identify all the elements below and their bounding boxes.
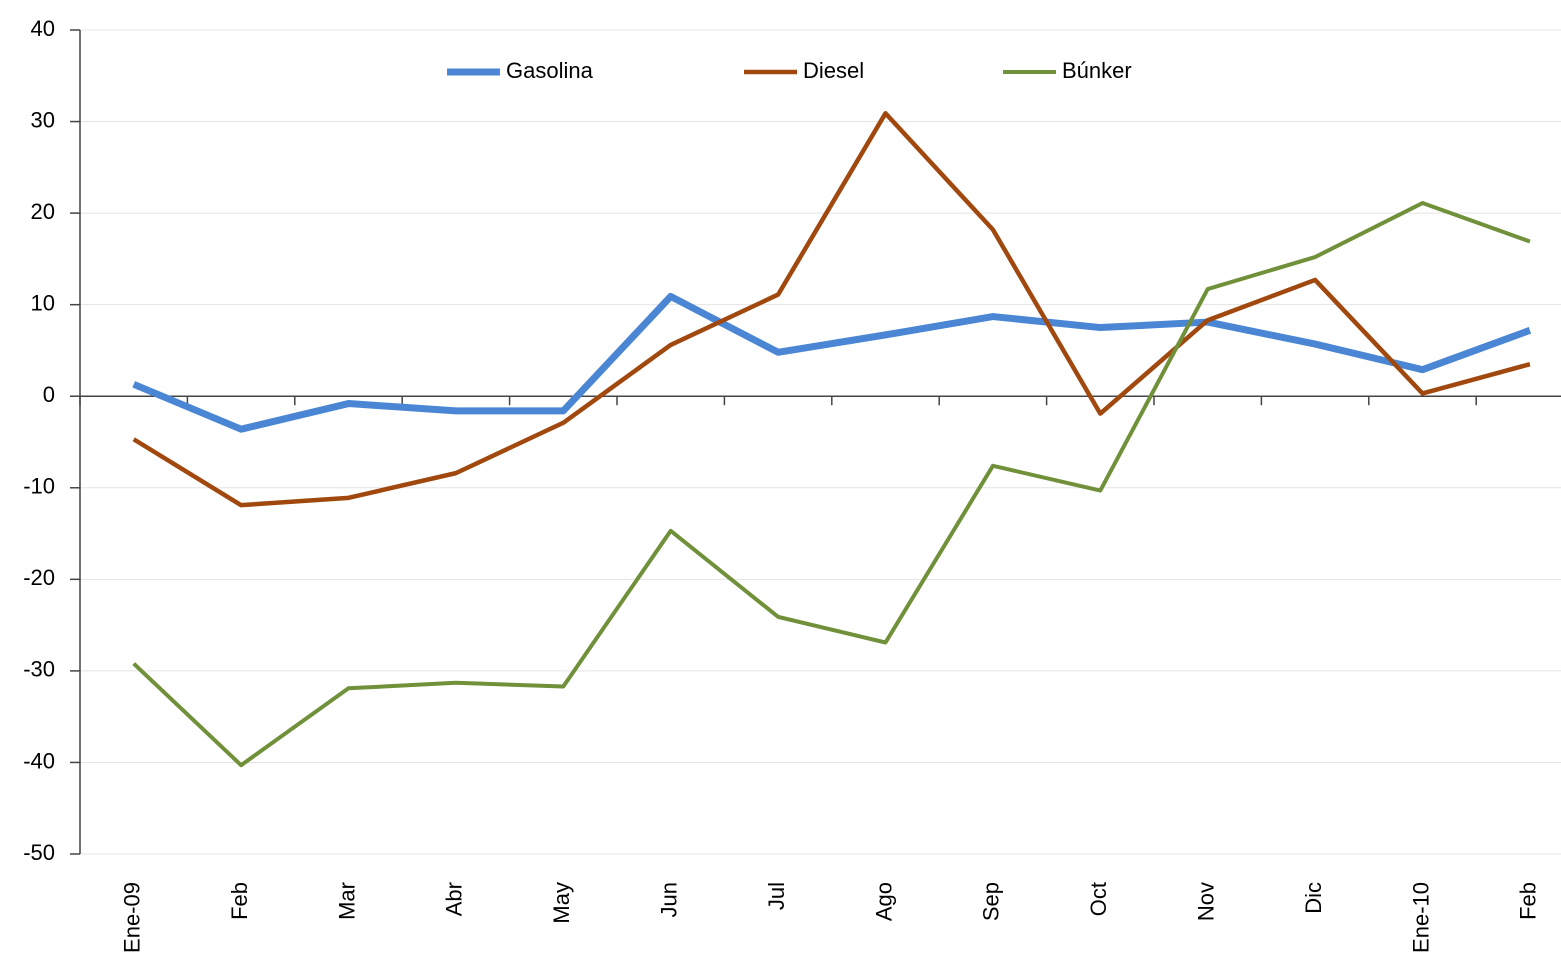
x-tick-label: Oct (1086, 882, 1111, 916)
legend-label: Búnker (1062, 58, 1132, 83)
x-tick-label: Feb (227, 882, 252, 920)
y-tick-label: -40 (23, 748, 55, 773)
x-tick-label: Ene-10 (1408, 882, 1433, 953)
series-line (132, 292, 1532, 433)
legend-label: Gasolina (506, 58, 594, 83)
x-tick-label: Abr (442, 882, 467, 916)
x-tick-label: Ene-09 (120, 882, 145, 953)
y-tick-label: -50 (23, 840, 55, 865)
x-tick-label: Feb (1516, 882, 1541, 920)
x-tick-label: Mar (334, 882, 359, 920)
series-line (132, 111, 1531, 508)
x-tick-label: Jun (657, 882, 682, 917)
y-tick-label: -20 (23, 565, 55, 590)
series-line (132, 201, 1531, 768)
legend-label: Diesel (803, 58, 864, 83)
y-tick-label: 0 (43, 382, 55, 407)
y-tick-label: 40 (31, 16, 55, 41)
x-tick-label: Ago (871, 882, 896, 921)
x-tick-label: May (549, 882, 574, 924)
y-tick-label: 30 (31, 107, 55, 132)
x-tick-label: Sep (979, 882, 1004, 921)
y-tick-label: -10 (23, 474, 55, 499)
x-tick-label: Jul (764, 882, 789, 910)
y-tick-label: 10 (31, 290, 55, 315)
y-tick-label: -30 (23, 657, 55, 682)
x-tick-label: Dic (1301, 882, 1326, 914)
y-tick-label: 20 (31, 199, 55, 224)
x-tick-label: Nov (1194, 882, 1219, 921)
